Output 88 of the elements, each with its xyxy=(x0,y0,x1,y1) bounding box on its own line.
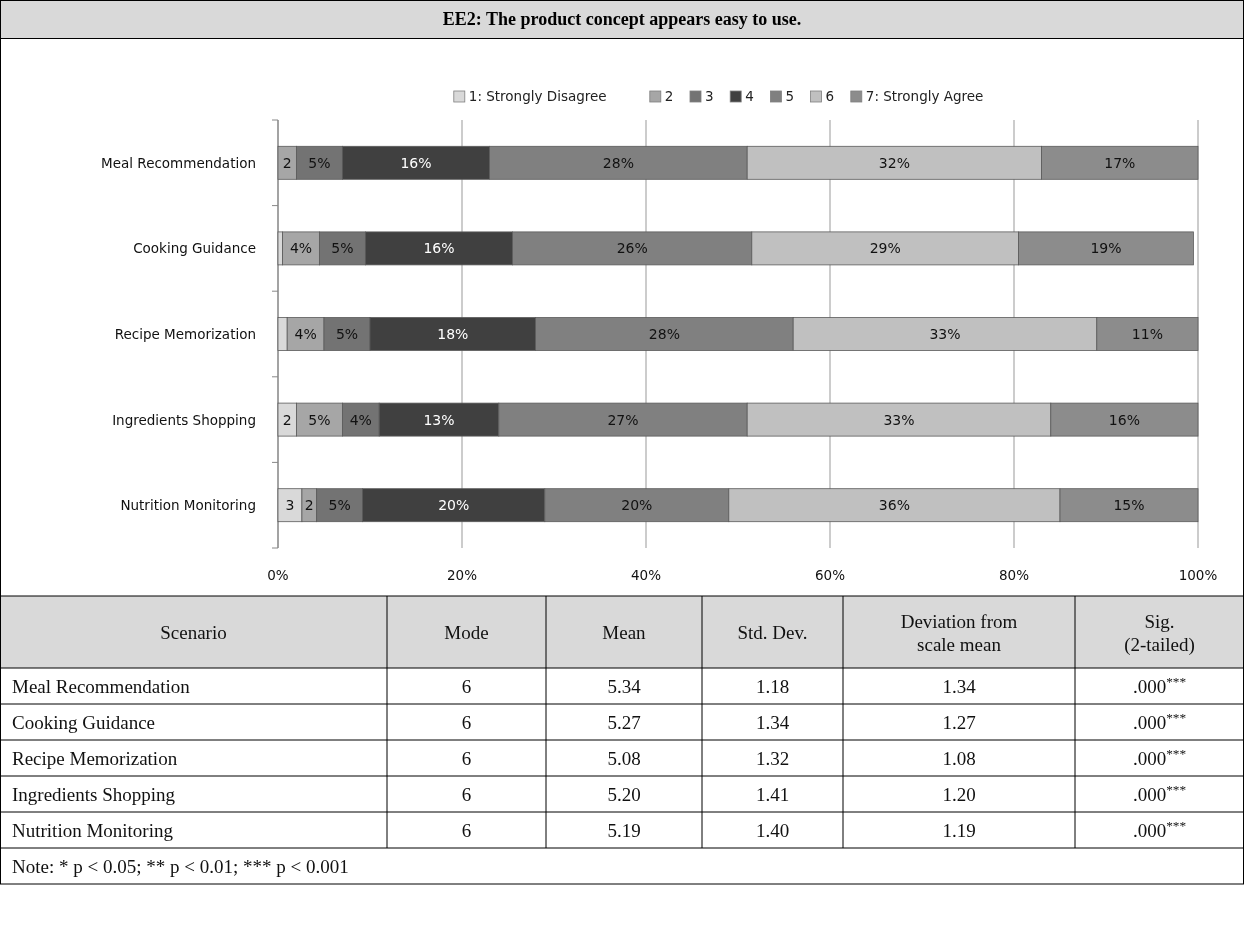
text: Note: * p < 0.05; ** p < 0.01; *** p < 0.001 xyxy=(12,856,349,877)
x-tick-label: 100% xyxy=(1178,567,1218,583)
data-label: 5% xyxy=(335,326,359,342)
data-label: 4% xyxy=(289,240,313,257)
chart-title: EE2: The product concept appears easy to use. xyxy=(442,9,802,29)
text: 5.20 xyxy=(607,784,641,805)
data-label: 33% xyxy=(883,411,915,428)
category-label: Std. Dev. xyxy=(737,622,808,643)
y-tick-label: Meal Recommendation xyxy=(101,154,256,171)
category-label: Mean xyxy=(602,622,647,643)
data-label: 4% xyxy=(349,411,372,428)
y-tick-label: Nutrition Monitoring xyxy=(120,497,256,514)
text: .000$^{***}$ xyxy=(1132,745,1187,769)
text: 1.34 xyxy=(942,676,976,697)
text: 1.08 xyxy=(942,748,976,769)
y-tick-label: Cooking Guidance xyxy=(133,240,256,257)
data-label: 4% xyxy=(294,326,317,342)
data-label: 16% xyxy=(400,154,432,171)
text: 1.34 xyxy=(755,712,790,733)
data-label: 11% xyxy=(1131,326,1163,342)
data-label: 28% xyxy=(648,326,680,342)
data-label: 5% xyxy=(308,154,331,171)
legend-label: 7: Strongly Agree xyxy=(865,88,984,104)
x-tick-label: 60% xyxy=(814,567,846,583)
data-label: 17% xyxy=(1104,154,1136,171)
text: 6 xyxy=(461,676,472,697)
text: 1.27 xyxy=(942,712,976,733)
category-label: Sig. (2-tailed) xyxy=(1124,610,1195,656)
data-label: 5% xyxy=(308,411,331,428)
category-label: Scenario xyxy=(160,622,227,643)
text: 1.40 xyxy=(755,820,790,841)
text: 1.19 xyxy=(942,820,976,841)
x-tick-label: 20% xyxy=(446,567,478,583)
text: .000$^{***}$ xyxy=(1132,817,1187,841)
data-label: 32% xyxy=(878,154,910,171)
category-label: Cooking Guidance xyxy=(12,712,156,733)
data-label: 2 xyxy=(304,497,314,514)
data-label: 3 xyxy=(285,497,295,514)
text: 1.41 xyxy=(755,784,790,805)
text: 6 xyxy=(461,748,472,769)
legend-label: 4 xyxy=(745,88,754,104)
data-label: 29% xyxy=(869,240,901,257)
category-label: Nutrition Monitoring xyxy=(12,820,173,841)
text: 5.19 xyxy=(607,820,641,841)
data-label: 5% xyxy=(331,240,354,257)
data-label: 18% xyxy=(437,326,469,342)
data-label: 19% xyxy=(1090,240,1122,257)
x-tick-label: 0% xyxy=(267,567,289,583)
text: 1.20 xyxy=(942,784,976,805)
data-label: 16% xyxy=(423,240,455,257)
text: .000$^{***}$ xyxy=(1132,781,1187,805)
text: 1.18 xyxy=(755,676,790,697)
category-label: Recipe Memorization xyxy=(12,748,178,769)
category-label: Deviation from scale mean xyxy=(900,610,1018,655)
y-tick-label: Recipe Memorization xyxy=(114,326,256,342)
legend-label: 3 xyxy=(705,88,714,104)
y-tick-label: Ingredients Shopping xyxy=(112,411,256,428)
text: 6 xyxy=(461,712,472,733)
data-label: 20% xyxy=(621,497,653,514)
data-label: 27% xyxy=(607,411,639,428)
data-label: 15% xyxy=(1113,497,1145,514)
data-label: 26% xyxy=(616,240,648,257)
data-label: 33% xyxy=(929,326,961,342)
category-label: Mode xyxy=(444,622,489,643)
legend-label: 1: Strongly Disagree xyxy=(468,88,607,104)
text: .000$^{***}$ xyxy=(1132,709,1187,733)
legend-label: 2 xyxy=(664,88,674,104)
data-label: 5% xyxy=(328,497,351,514)
legend-label: 5 xyxy=(785,88,794,104)
text: .000$^{***}$ xyxy=(1132,673,1187,697)
data-label: 28% xyxy=(602,154,634,171)
x-tick-label: 80% xyxy=(998,567,1030,583)
x-tick-label: 40% xyxy=(630,567,662,583)
text: 5.08 xyxy=(607,748,641,769)
data-label: 2 xyxy=(282,411,292,428)
data-label: 16% xyxy=(1108,411,1140,428)
text: 1.32 xyxy=(755,748,790,769)
data-label: 36% xyxy=(878,497,910,514)
text: 5.27 xyxy=(607,712,641,733)
legend-label: 6 xyxy=(825,88,835,104)
category-label: Ingredients Shopping xyxy=(12,784,176,805)
data-label: 2 xyxy=(282,154,292,171)
text: 6 xyxy=(461,820,472,841)
text: 6 xyxy=(461,784,472,805)
text: 5.34 xyxy=(607,676,641,697)
data-label: 13% xyxy=(423,411,455,428)
category-label: Meal Recommendation xyxy=(12,676,190,697)
data-label: 20% xyxy=(438,497,470,514)
